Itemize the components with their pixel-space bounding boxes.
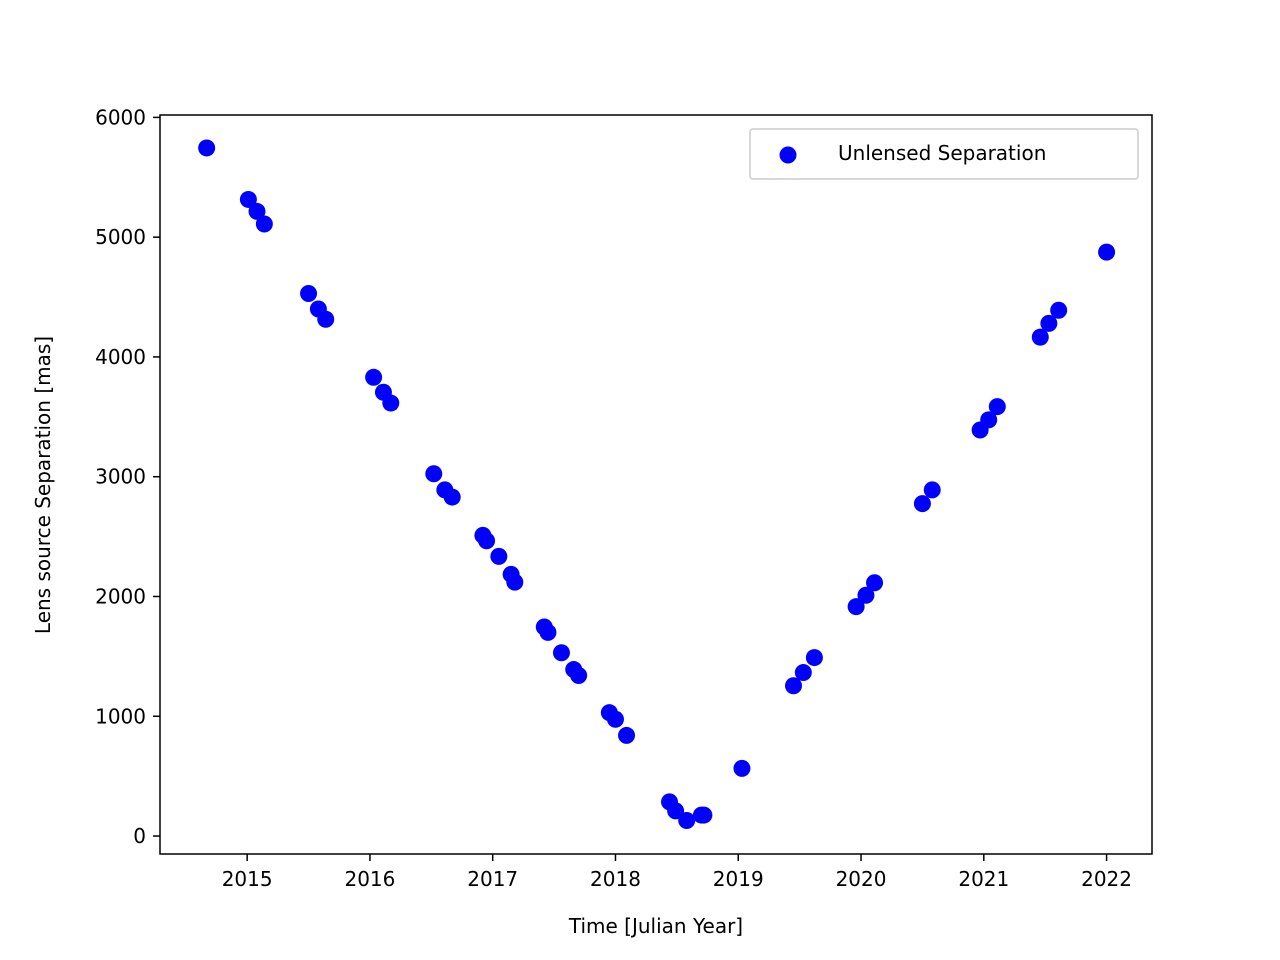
data-point	[382, 394, 400, 412]
data-point	[1050, 301, 1068, 319]
data-point	[678, 811, 696, 829]
data-point	[1031, 328, 1049, 346]
data-point	[425, 465, 443, 483]
data-point	[805, 649, 823, 667]
data-point	[198, 139, 216, 157]
legend-marker	[779, 146, 797, 164]
data-point	[980, 411, 998, 429]
legend: Unlensed Separation	[749, 128, 1139, 180]
data-point	[913, 495, 931, 513]
y-tick-label: 2000	[95, 584, 146, 608]
plot-frame	[159, 114, 1153, 855]
data-point	[923, 481, 941, 499]
data-point	[255, 215, 273, 233]
data-point	[857, 586, 875, 604]
data-point	[733, 759, 751, 777]
y-tick-label: 5000	[95, 225, 146, 249]
data-point	[1040, 314, 1058, 332]
x-tick-label: 2017	[467, 867, 518, 891]
data-point	[478, 532, 496, 550]
y-tick-label: 0	[133, 824, 146, 848]
data-point	[506, 573, 524, 591]
data-point	[300, 284, 318, 302]
legend-box	[749, 128, 1139, 180]
x-tick-label: 2019	[713, 867, 764, 891]
data-point	[866, 574, 884, 592]
data-point	[618, 726, 636, 744]
legend-label: Unlensed Separation	[838, 141, 1046, 165]
data-point	[239, 190, 257, 208]
data-point	[794, 664, 812, 682]
data-point	[667, 802, 685, 820]
data-point	[552, 644, 570, 662]
data-point	[539, 623, 557, 641]
x-tick-label: 2018	[590, 867, 641, 891]
data-point	[317, 310, 335, 328]
data-point	[365, 368, 383, 386]
data-points	[198, 139, 1116, 829]
data-point	[988, 398, 1006, 416]
data-point	[490, 547, 508, 565]
y-tick-label: 4000	[95, 345, 146, 369]
x-tick-label: 2021	[958, 867, 1009, 891]
y-tick-label: 3000	[95, 465, 146, 489]
x-tick-label: 2020	[836, 867, 887, 891]
data-point	[606, 710, 624, 728]
plot-area	[159, 114, 1153, 855]
x-axis-label: Time [Julian Year]	[568, 914, 743, 938]
data-point	[1098, 243, 1116, 261]
data-point	[443, 488, 461, 506]
y-axis-ticks: 0 1000 2000 3000 4000 5000 6000	[95, 105, 160, 848]
y-tick-label: 1000	[95, 704, 146, 728]
data-point	[248, 202, 266, 220]
x-tick-label: 2016	[344, 867, 395, 891]
x-tick-label: 2022	[1081, 867, 1132, 891]
data-point	[695, 806, 713, 824]
y-tick-label: 6000	[95, 105, 146, 129]
y-axis-label: Lens source Separation [mas]	[31, 336, 55, 634]
data-point	[570, 667, 588, 685]
x-axis-ticks: 2015 2016 2017 2018 2019 2020 2021 2022	[222, 854, 1132, 891]
data-point	[847, 598, 865, 616]
x-tick-label: 2015	[222, 867, 273, 891]
data-point	[785, 677, 803, 695]
